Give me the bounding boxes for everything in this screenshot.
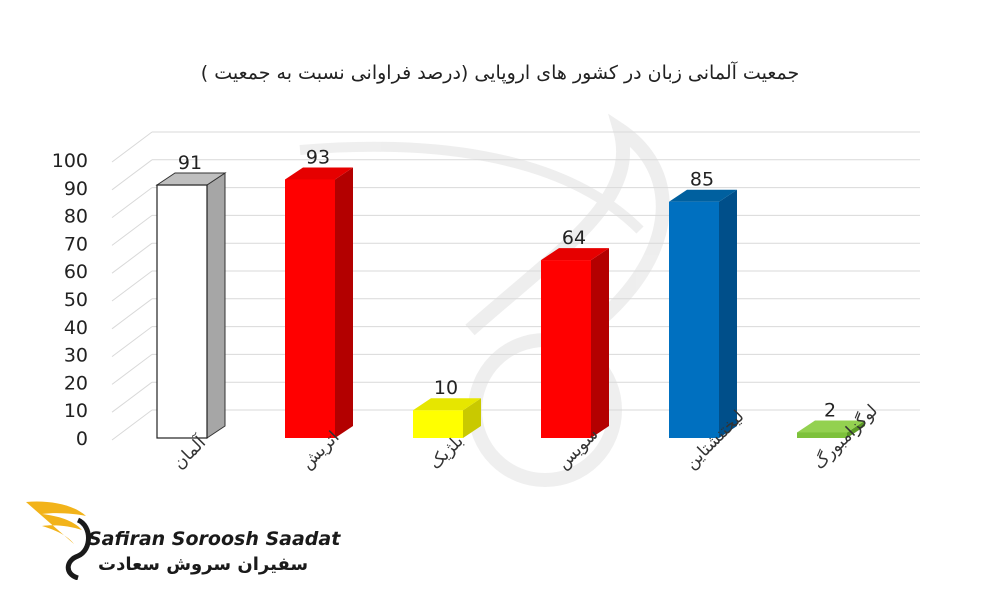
y-tick-label: 40 xyxy=(64,317,88,339)
bar-top xyxy=(669,189,737,202)
gridline-diagonal xyxy=(111,187,153,219)
bar xyxy=(669,189,737,438)
bar xyxy=(413,398,481,438)
gridline-diagonal xyxy=(111,214,153,246)
brand-logo: Safiran Soroosh Saadat سفیران سروش سعادت xyxy=(18,490,340,590)
bar-top xyxy=(797,420,865,433)
bar-side xyxy=(847,420,865,438)
data-label: 93 xyxy=(306,146,330,168)
bar-side xyxy=(591,248,609,438)
bar xyxy=(797,420,865,438)
gridline-diagonal xyxy=(111,270,153,302)
y-tick-label: 100 xyxy=(52,150,88,172)
wing-logo-icon xyxy=(26,501,91,580)
data-label: 85 xyxy=(690,169,714,191)
y-tick-label: 20 xyxy=(64,372,88,394)
bar xyxy=(285,167,353,438)
bar xyxy=(541,248,609,438)
data-label: 91 xyxy=(178,152,202,174)
brand-name-fa: سفیران سروش سعادت xyxy=(98,554,309,575)
y-tick-label: 60 xyxy=(64,261,88,283)
gridline-diagonal xyxy=(111,159,153,191)
data-label: 2 xyxy=(824,399,836,421)
data-label: 10 xyxy=(434,377,458,399)
bar-front xyxy=(285,179,335,438)
bar-side xyxy=(719,189,737,438)
gridline-diagonal xyxy=(111,298,153,330)
gridline-diagonal xyxy=(111,242,153,274)
bar xyxy=(155,172,227,439)
y-tick-label: 90 xyxy=(64,178,88,200)
gridline-diagonal xyxy=(111,409,153,441)
brand-name-en: Safiran Soroosh Saadat xyxy=(88,528,341,550)
gridline-diagonal xyxy=(111,131,153,163)
y-tick-label: 80 xyxy=(64,206,88,228)
bar-top xyxy=(285,167,353,180)
data-label: 64 xyxy=(562,227,586,249)
chart-title: جمعیت آلمانی زبان در کشور های اروپایی (د… xyxy=(200,62,800,84)
bar-front xyxy=(797,432,847,438)
y-tick-label: 10 xyxy=(64,400,88,422)
bar-side xyxy=(206,172,226,439)
gridline-diagonal xyxy=(111,326,153,358)
bar-side xyxy=(463,398,481,438)
bar-front xyxy=(669,201,719,438)
gridline-diagonal xyxy=(111,381,153,413)
bar-front xyxy=(156,184,208,439)
gridline-diagonal xyxy=(111,353,153,385)
y-tick-label: 0 xyxy=(76,428,88,450)
y-tick-label: 50 xyxy=(64,289,88,311)
bar-top xyxy=(541,248,609,261)
bar-top xyxy=(413,398,481,411)
bar-front xyxy=(413,410,463,438)
y-tick-label: 30 xyxy=(64,345,88,367)
bar-side xyxy=(335,167,353,438)
bar-front xyxy=(541,260,591,438)
y-tick-label: 70 xyxy=(64,233,88,255)
